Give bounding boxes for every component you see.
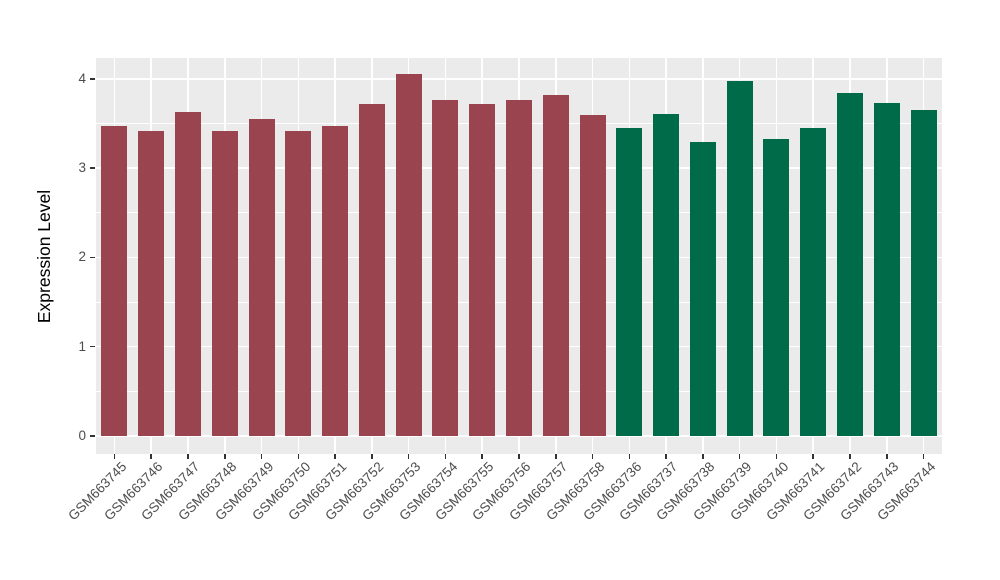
x-tick-GSM663747 bbox=[187, 454, 189, 459]
bar-GSM663742 bbox=[837, 93, 864, 436]
x-tick-GSM663749 bbox=[260, 454, 263, 459]
plot-panel bbox=[96, 58, 942, 454]
x-tick-GSM663754 bbox=[444, 454, 447, 459]
x-tick-GSM663743 bbox=[886, 454, 888, 459]
x-tick-GSM663746 bbox=[150, 454, 152, 459]
x-tick-GSM663741 bbox=[812, 454, 815, 459]
bar-GSM663745 bbox=[101, 126, 128, 436]
bar-GSM663751 bbox=[322, 126, 349, 436]
y-tick-1 bbox=[90, 345, 95, 348]
x-tick-GSM663755 bbox=[481, 454, 483, 459]
x-tick-GSM663748 bbox=[223, 454, 226, 459]
x-tick-GSM663751 bbox=[334, 454, 336, 459]
bar-GSM663737 bbox=[653, 113, 680, 436]
y-tick-4 bbox=[90, 78, 95, 80]
bar-GSM663750 bbox=[285, 131, 312, 436]
x-tick-GSM663737 bbox=[665, 454, 667, 459]
bar-GSM663757 bbox=[542, 94, 569, 436]
bar-GSM663752 bbox=[358, 103, 385, 436]
x-tick-GSM663738 bbox=[702, 454, 704, 459]
x-tick-GSM663753 bbox=[407, 454, 410, 459]
bar-GSM663755 bbox=[469, 103, 496, 436]
x-tick-GSM663742 bbox=[849, 454, 851, 459]
bar-GSM663746 bbox=[138, 131, 165, 436]
y-label-0: 0 bbox=[78, 428, 86, 443]
bar-GSM663736 bbox=[616, 127, 643, 436]
y-tick-0 bbox=[90, 435, 95, 437]
y-tick-3 bbox=[90, 167, 95, 169]
bar-GSM663743 bbox=[873, 102, 900, 436]
x-tick-GSM663736 bbox=[628, 454, 631, 459]
bar-GSM663741 bbox=[800, 127, 827, 436]
bar-GSM663756 bbox=[506, 100, 532, 436]
x-tick-GSM663745 bbox=[113, 454, 116, 459]
x-tick-GSM663758 bbox=[591, 454, 594, 459]
y-label-2: 2 bbox=[78, 249, 86, 265]
bar-GSM663744 bbox=[910, 110, 937, 436]
bar-GSM663740 bbox=[763, 138, 790, 436]
y-tick-2 bbox=[90, 256, 95, 259]
x-tick-GSM663756 bbox=[518, 454, 520, 459]
y-label-1: 1 bbox=[78, 338, 86, 354]
x-tick-GSM663739 bbox=[738, 454, 741, 459]
bar-GSM663753 bbox=[395, 74, 422, 436]
x-tick-GSM663757 bbox=[554, 454, 557, 459]
bar-GSM663754 bbox=[432, 100, 459, 436]
bar-GSM663739 bbox=[726, 81, 753, 436]
bar-GSM663758 bbox=[579, 115, 606, 436]
y-axis-title-text: Expression Level bbox=[34, 189, 55, 323]
x-tick-GSM663740 bbox=[775, 454, 778, 459]
y-label-4: 4 bbox=[78, 70, 86, 86]
bar-GSM663747 bbox=[174, 111, 201, 436]
x-tick-GSM663744 bbox=[922, 454, 925, 459]
x-tick-GSM663750 bbox=[297, 454, 300, 459]
bar-GSM663738 bbox=[689, 142, 716, 436]
x-tick-GSM663752 bbox=[371, 454, 373, 459]
y-label-3: 3 bbox=[78, 160, 86, 176]
bar-GSM663749 bbox=[248, 118, 275, 436]
bar-GSM663748 bbox=[211, 131, 238, 436]
